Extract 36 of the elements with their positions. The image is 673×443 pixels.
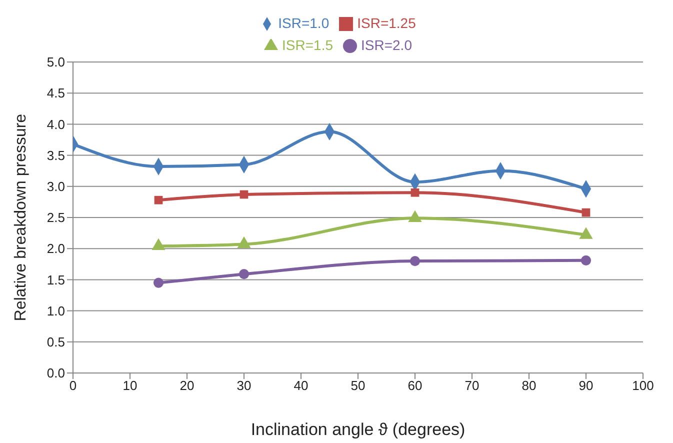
x-tick-label: 20 bbox=[180, 378, 194, 394]
x-tick-label: 0 bbox=[69, 378, 77, 394]
point bbox=[240, 190, 248, 199]
x-tick-label: 30 bbox=[236, 378, 252, 394]
legend-label: ISR=1.25 bbox=[357, 15, 416, 31]
y-tick-label: 4.0 bbox=[46, 116, 65, 132]
x-tick-label: 70 bbox=[464, 378, 480, 394]
y-tick-label: 1.0 bbox=[46, 303, 65, 318]
x-tick-label: 60 bbox=[408, 378, 422, 394]
y-tick-label: 0.0 bbox=[46, 366, 65, 381]
point bbox=[154, 196, 163, 204]
x-tick-label: 40 bbox=[294, 378, 308, 394]
point bbox=[582, 208, 590, 217]
point bbox=[580, 255, 592, 266]
legend-label: ISR=2.0 bbox=[361, 37, 412, 53]
legend-label: ISR=1.0 bbox=[278, 15, 330, 31]
x-axis-title: Inclination angle ϑ (degrees) bbox=[250, 420, 466, 440]
point bbox=[238, 269, 250, 280]
y-tick-label: 5.0 bbox=[46, 54, 65, 70]
x-tick-label: 10 bbox=[122, 378, 138, 394]
point bbox=[410, 256, 420, 266]
legend-label: ISR=1.5 bbox=[282, 37, 333, 53]
y-axis-title: Relative breakdown pressure bbox=[12, 114, 30, 322]
y-tick-label: 0.5 bbox=[46, 334, 65, 350]
y-tick-label: 4.5 bbox=[46, 86, 65, 101]
y-tick-label: 3.0 bbox=[46, 179, 65, 194]
y-tick-label: 3.5 bbox=[46, 148, 65, 163]
point bbox=[153, 278, 164, 288]
y-tick-label: 2.0 bbox=[46, 241, 65, 256]
x-tick-label: 80 bbox=[522, 378, 536, 394]
y-tick-label: 2.5 bbox=[46, 210, 65, 226]
point bbox=[410, 188, 420, 197]
x-tick-label: 90 bbox=[578, 378, 594, 394]
y-tick-label: 1.5 bbox=[46, 272, 65, 288]
x-tick-label: 50 bbox=[350, 378, 366, 394]
x-tick-label: 100 bbox=[632, 378, 654, 394]
